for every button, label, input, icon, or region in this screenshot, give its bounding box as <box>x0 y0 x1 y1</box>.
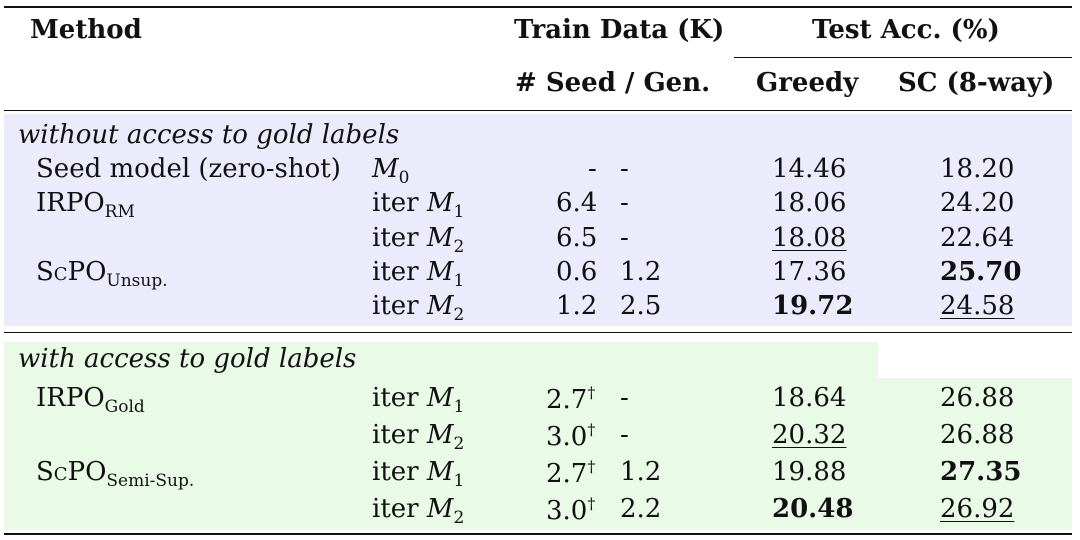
greedy-cell: 20.48 <box>772 494 854 524</box>
header-method: Method <box>30 15 142 45</box>
header-test-acc: Test Acc. (%) <box>812 15 1000 45</box>
top-rule <box>4 6 1072 8</box>
method-cell: IRPORM <box>36 188 135 222</box>
sc-cell: 27.35 <box>940 457 1022 487</box>
seed-cell: - <box>588 154 597 184</box>
gen-cell: - <box>620 223 629 253</box>
sc-cell: 24.58 <box>940 291 1015 321</box>
greedy-cell: 18.06 <box>772 188 847 218</box>
header-train-data: Train Data (K) <box>514 15 725 45</box>
sc-cell: 26.88 <box>940 383 1015 413</box>
greedy-cell: 17.36 <box>772 257 847 287</box>
sc-cell: 24.20 <box>940 188 1015 218</box>
model-cell: iter M1 <box>372 188 465 222</box>
sc-cell: 26.92 <box>940 494 1015 524</box>
seed-cell: 2.7† <box>546 457 596 489</box>
model-cell: iter M1 <box>372 383 465 417</box>
greedy-cell: 19.72 <box>772 291 854 321</box>
gold-section-title-gap <box>878 342 1072 378</box>
gen-cell: - <box>620 188 629 218</box>
gen-cell: - <box>620 154 629 184</box>
seed-cell: 6.4 <box>556 188 598 218</box>
section-title-gold: with access to gold labels <box>18 344 357 374</box>
greedy-cell: 19.88 <box>772 457 847 487</box>
header-greedy: Greedy <box>756 68 859 98</box>
model-cell: iter M2 <box>372 291 465 325</box>
section-title-unsup: without access to gold labels <box>18 120 400 150</box>
section-rule <box>4 332 1072 333</box>
header-sc: SC (8-way) <box>898 68 1055 98</box>
greedy-cell: 18.08 <box>772 223 847 253</box>
test-acc-cmidrule <box>734 57 1072 58</box>
model-cell: iter M1 <box>372 257 465 291</box>
header-rule <box>4 110 1072 111</box>
model-cell: iter M2 <box>372 420 465 454</box>
gen-cell: - <box>620 420 629 450</box>
header-seed-gen: # Seed / Gen. <box>515 68 711 98</box>
sc-cell: 26.88 <box>940 420 1015 450</box>
greedy-cell: 20.32 <box>772 420 847 450</box>
method-cell: ScPOUnsup. <box>36 257 168 291</box>
gen-cell: 1.2 <box>620 457 662 487</box>
bottom-rule <box>4 533 1072 535</box>
model-cell: M0 <box>372 154 410 188</box>
seed-cell: 2.7† <box>546 383 596 415</box>
gen-cell: 1.2 <box>620 257 662 287</box>
greedy-cell: 18.64 <box>772 383 847 413</box>
gen-cell: 2.2 <box>620 494 662 524</box>
gen-cell: 2.5 <box>620 291 662 321</box>
seed-cell: 0.6 <box>556 257 598 287</box>
seed-cell: 1.2 <box>556 291 598 321</box>
unsup-section-band <box>4 114 1072 326</box>
method-cell: IRPOGold <box>36 383 145 417</box>
seed-cell: 3.0† <box>546 494 596 526</box>
sc-cell: 18.20 <box>940 154 1015 184</box>
model-cell: iter M1 <box>372 457 465 491</box>
model-cell: iter M2 <box>372 494 465 528</box>
gen-cell: - <box>620 383 629 413</box>
method-cell: ScPOSemi-Sup. <box>36 457 195 491</box>
model-cell: iter M2 <box>372 223 465 257</box>
method-cell: Seed model (zero-shot) <box>36 154 341 184</box>
greedy-cell: 14.46 <box>772 154 847 184</box>
seed-cell: 3.0† <box>546 420 596 452</box>
sc-cell: 22.64 <box>940 223 1015 253</box>
sc-cell: 25.70 <box>940 257 1022 287</box>
seed-cell: 6.5 <box>556 223 598 253</box>
